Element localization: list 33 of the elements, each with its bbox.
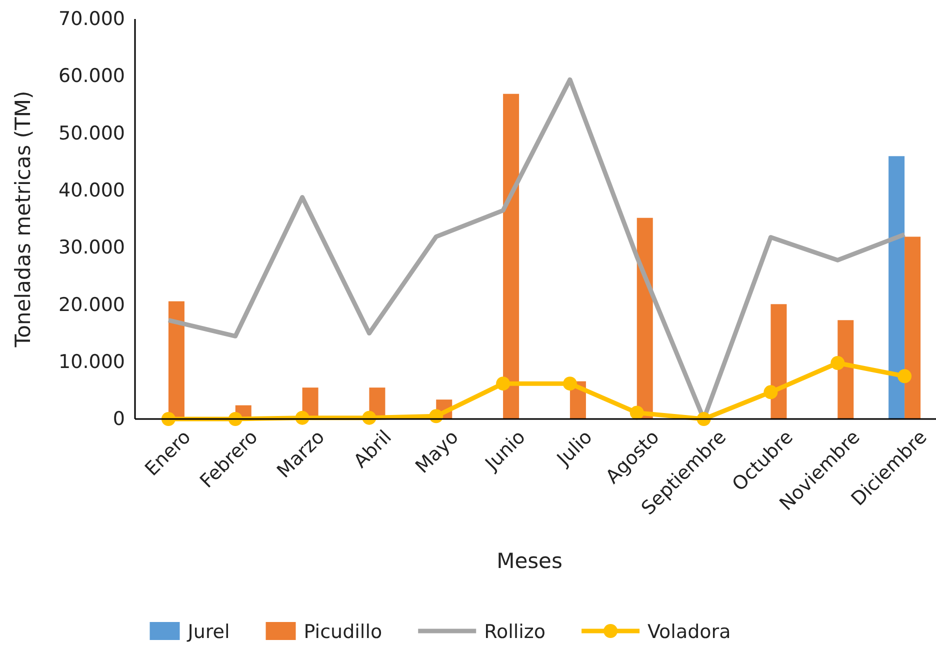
bar <box>888 156 905 419</box>
x-axis-title: Meses <box>496 549 562 573</box>
y-tick-label: 60.000 <box>58 65 125 88</box>
bar <box>168 301 184 419</box>
point <box>161 412 176 426</box>
y-tick-label: 30.000 <box>58 236 125 259</box>
y-tick-label: 20.000 <box>58 294 125 316</box>
y-tick-label: 70.000 <box>58 8 125 30</box>
y-axis-title: Toneladas metricas (TM) <box>11 90 35 348</box>
bar <box>838 320 854 419</box>
point <box>496 376 510 391</box>
legend-label: Rollizo <box>484 621 546 643</box>
y-tick-label: 10.000 <box>58 350 125 373</box>
point <box>630 406 644 420</box>
point <box>429 409 444 424</box>
bar <box>904 236 921 419</box>
point <box>228 412 242 426</box>
point <box>764 385 778 400</box>
legend-label: Picudillo <box>304 621 382 643</box>
point <box>898 369 912 384</box>
y-tick-label: 0 <box>112 408 125 430</box>
bar <box>770 304 787 419</box>
bar <box>636 218 653 419</box>
point <box>830 356 845 370</box>
bar <box>503 94 520 419</box>
legend-label: Voladora <box>648 621 731 643</box>
y-tick-label: 50.000 <box>58 122 125 144</box>
y-tick-label: 40.000 <box>58 180 125 202</box>
point <box>696 412 711 426</box>
point <box>295 410 310 425</box>
legend-label: Jurel <box>186 621 230 643</box>
point <box>362 410 376 425</box>
point <box>562 376 577 391</box>
